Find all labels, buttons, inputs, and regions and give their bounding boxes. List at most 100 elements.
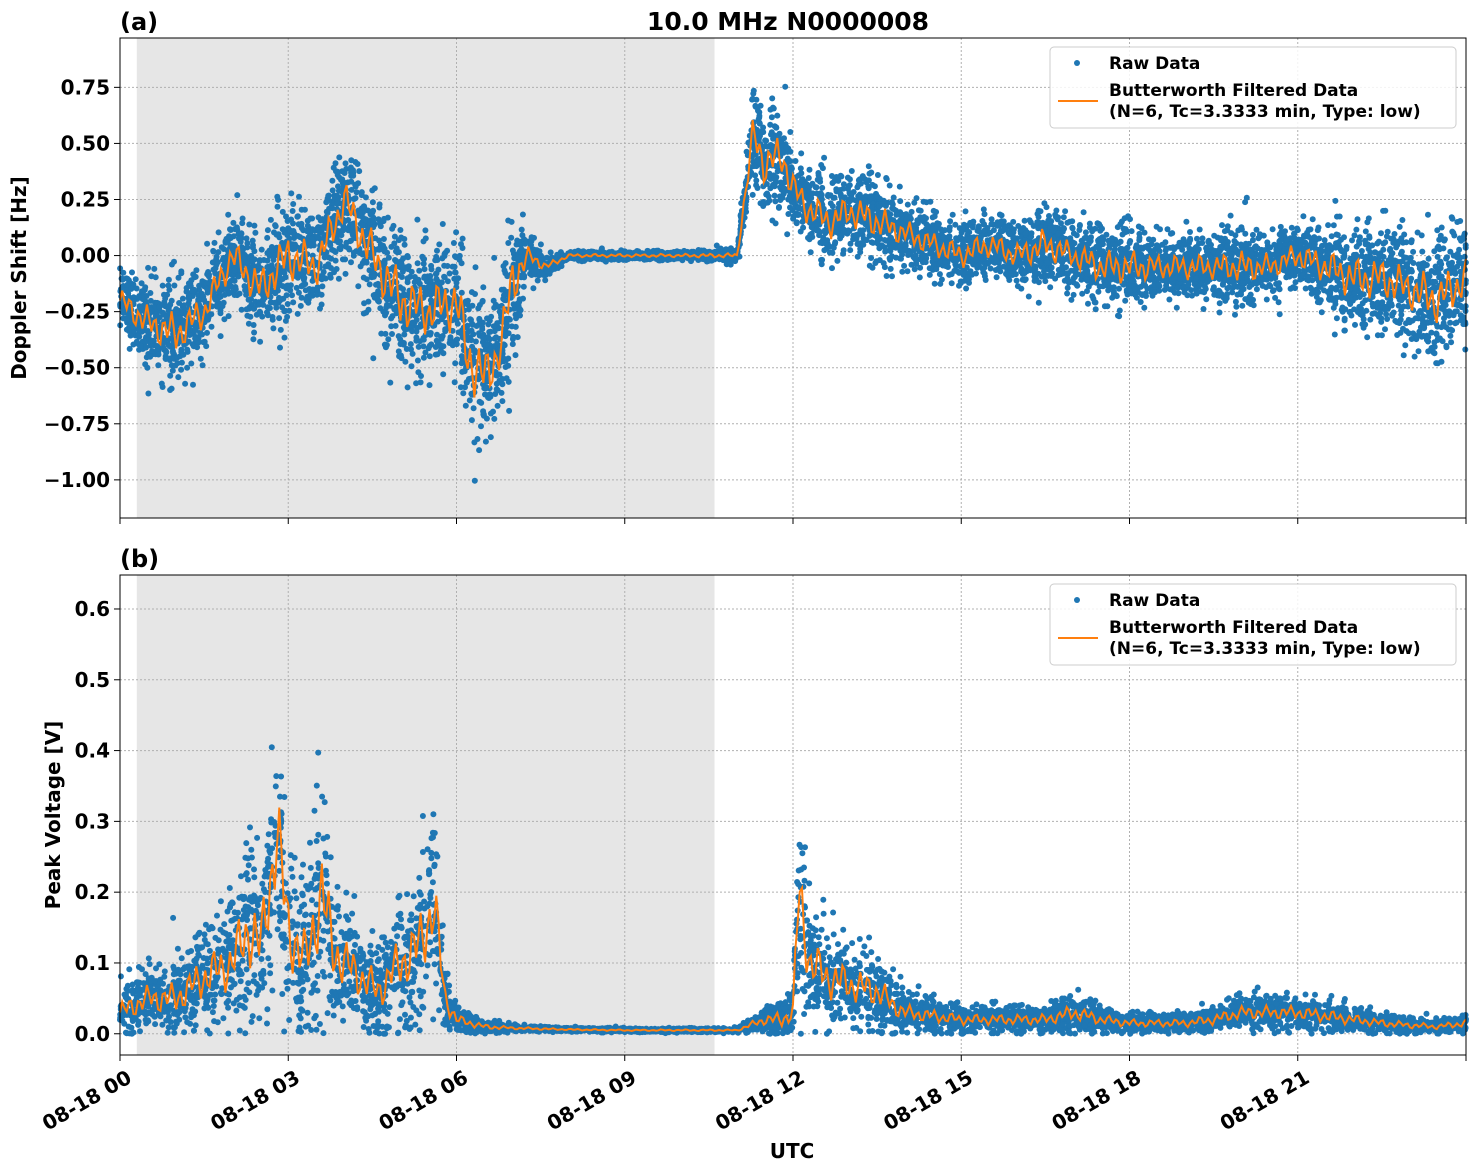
- raw-data-point: [173, 307, 180, 314]
- raw-data-point: [332, 257, 339, 264]
- raw-data-point: [178, 268, 185, 275]
- raw-data-point: [434, 257, 441, 263]
- raw-data-point: [440, 350, 447, 357]
- raw-data-point: [772, 220, 779, 227]
- raw-data-point: [782, 83, 789, 90]
- raw-data-point: [455, 275, 462, 282]
- raw-data-point: [360, 274, 367, 281]
- raw-data-point: [494, 402, 501, 409]
- raw-data-point: [818, 162, 825, 168]
- raw-data-point: [815, 170, 822, 176]
- raw-data-point: [499, 381, 506, 388]
- raw-data-point: [304, 217, 311, 224]
- raw-data-point: [487, 410, 494, 417]
- raw-data-point: [506, 407, 513, 414]
- raw-data-point: [175, 274, 182, 281]
- raw-data-point: [487, 328, 494, 335]
- raw-data-point: [427, 277, 434, 284]
- raw-data-point: [230, 219, 237, 226]
- raw-data-point: [359, 251, 366, 258]
- raw-data-point: [388, 315, 395, 322]
- raw-data-point: [180, 317, 187, 324]
- raw-data-point: [459, 235, 466, 242]
- raw-data-point: [510, 301, 517, 308]
- raw-data-point: [434, 351, 441, 358]
- raw-data-point: [184, 364, 191, 371]
- raw-data-point: [847, 247, 854, 254]
- raw-data-point: [454, 320, 461, 327]
- raw-data-point: [244, 240, 251, 247]
- raw-data-point: [281, 308, 288, 315]
- raw-data-point: [279, 208, 286, 215]
- raw-data-point: [781, 185, 787, 192]
- raw-data-point: [428, 262, 435, 269]
- raw-data-point: [753, 96, 760, 103]
- raw-data-point: [375, 297, 381, 304]
- raw-data-point: [380, 236, 387, 242]
- raw-data-point: [757, 102, 764, 109]
- raw-data-point: [348, 186, 355, 193]
- raw-data-point: [358, 192, 365, 199]
- raw-data-point: [426, 353, 433, 360]
- raw-data-point: [203, 280, 210, 287]
- raw-data-point: [376, 237, 382, 244]
- raw-data-point: [298, 223, 304, 229]
- raw-data-point: [204, 240, 211, 247]
- raw-data-point: [271, 299, 278, 306]
- raw-data-point: [154, 343, 161, 349]
- raw-data-point: [277, 344, 283, 351]
- raw-data-point: [289, 292, 295, 299]
- raw-data-point: [247, 313, 254, 320]
- raw-data-point: [194, 344, 201, 351]
- raw-data-point: [922, 257, 929, 264]
- raw-data-point: [818, 192, 825, 198]
- raw-data-point: [542, 277, 549, 284]
- raw-data-point: [309, 292, 316, 299]
- raw-data-point: [354, 161, 361, 167]
- raw-data-point: [170, 350, 177, 356]
- raw-data-point: [236, 290, 243, 297]
- raw-data-point: [221, 316, 228, 323]
- raw-data-point: [821, 154, 828, 161]
- raw-data-point: [980, 206, 987, 213]
- raw-data-point: [388, 265, 395, 272]
- raw-data-point: [287, 227, 294, 234]
- raw-data-point: [390, 222, 397, 229]
- raw-data-point: [186, 332, 193, 338]
- raw-data-point: [361, 300, 368, 307]
- raw-data-point: [251, 222, 258, 229]
- raw-data-point: [290, 299, 297, 306]
- raw-data-point: [192, 273, 199, 280]
- raw-data-point: [400, 255, 407, 262]
- raw-data-point: [385, 254, 392, 261]
- raw-data-point: [471, 439, 478, 446]
- raw-data-point: [415, 276, 422, 283]
- raw-data-point: [325, 192, 332, 199]
- raw-data-point: [798, 150, 805, 157]
- raw-data-point: [171, 282, 178, 289]
- raw-data-point: [528, 234, 535, 241]
- raw-data-point: [822, 240, 829, 247]
- raw-data-point: [332, 249, 339, 255]
- raw-data-point: [920, 198, 927, 205]
- raw-data-point: [414, 260, 421, 267]
- raw-data-point: [913, 260, 920, 267]
- raw-data-point: [215, 249, 222, 256]
- raw-data-point: [509, 341, 516, 348]
- raw-data-point: [787, 129, 794, 135]
- raw-data-point: [281, 334, 288, 341]
- raw-data-point: [930, 226, 937, 233]
- raw-data-point: [350, 249, 357, 256]
- raw-data-point: [181, 302, 187, 309]
- raw-data-point: [360, 259, 367, 266]
- raw-data-point: [404, 384, 411, 391]
- raw-data-point: [261, 294, 268, 301]
- raw-data-point: [399, 263, 406, 270]
- raw-data-point: [234, 192, 241, 199]
- raw-data-point: [916, 274, 923, 281]
- raw-data-point: [407, 341, 414, 348]
- raw-data-point: [135, 294, 142, 301]
- raw-data-point: [893, 211, 900, 218]
- raw-data-point: [249, 257, 256, 264]
- raw-data-point: [385, 336, 392, 343]
